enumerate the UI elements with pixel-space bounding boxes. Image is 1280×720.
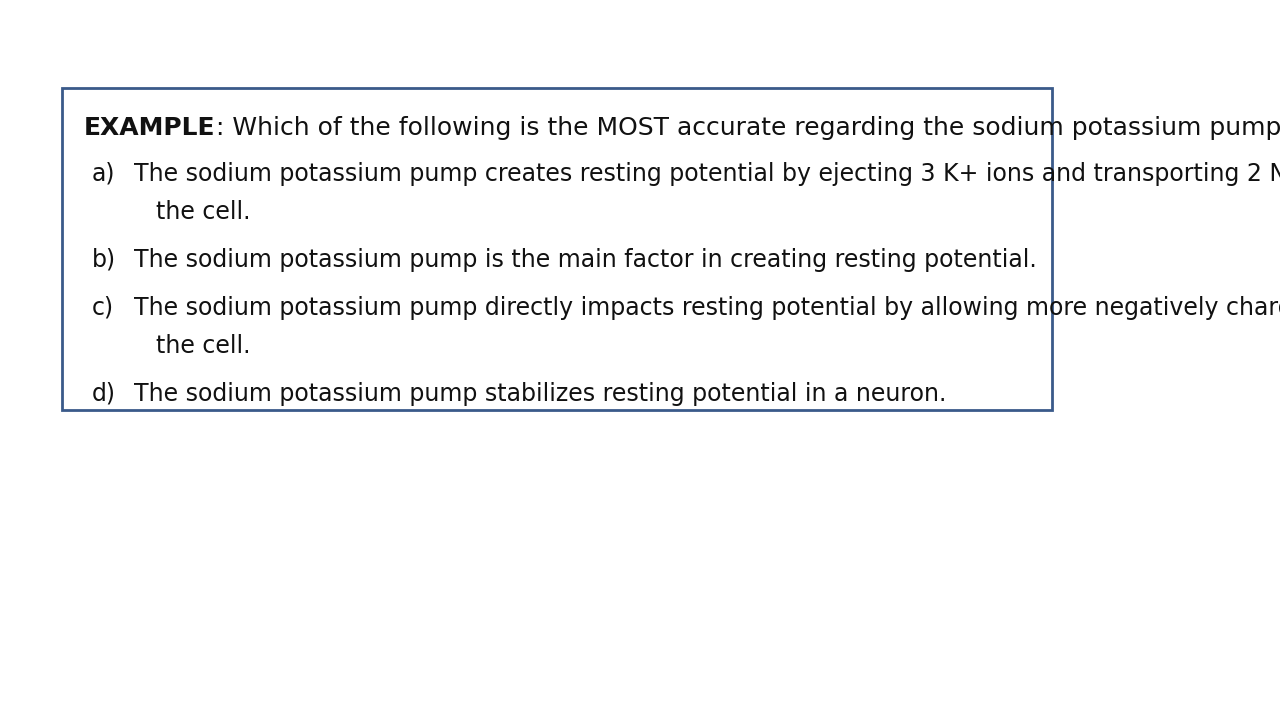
Text: The sodium potassium pump directly impacts resting potential by allowing more ne: The sodium potassium pump directly impac… bbox=[134, 296, 1280, 320]
Bar bbox=[61, 88, 1052, 410]
Text: : Which of the following is the MOST accurate regarding the sodium potassium pum: : Which of the following is the MOST acc… bbox=[215, 116, 1280, 140]
Text: The sodium potassium pump creates resting potential by ejecting 3 K+ ions and tr: The sodium potassium pump creates restin… bbox=[134, 162, 1280, 186]
Text: c): c) bbox=[92, 296, 114, 320]
Text: a): a) bbox=[92, 162, 115, 186]
Text: The sodium potassium pump is the main factor in creating resting potential.: The sodium potassium pump is the main fa… bbox=[134, 248, 1037, 272]
Text: the cell.: the cell. bbox=[156, 334, 251, 358]
Text: d): d) bbox=[92, 382, 116, 406]
Text: the cell.: the cell. bbox=[156, 200, 251, 224]
Text: The sodium potassium pump stabilizes resting potential in a neuron.: The sodium potassium pump stabilizes res… bbox=[134, 382, 946, 406]
Text: b): b) bbox=[92, 248, 116, 272]
Text: EXAMPLE: EXAMPLE bbox=[84, 116, 215, 140]
